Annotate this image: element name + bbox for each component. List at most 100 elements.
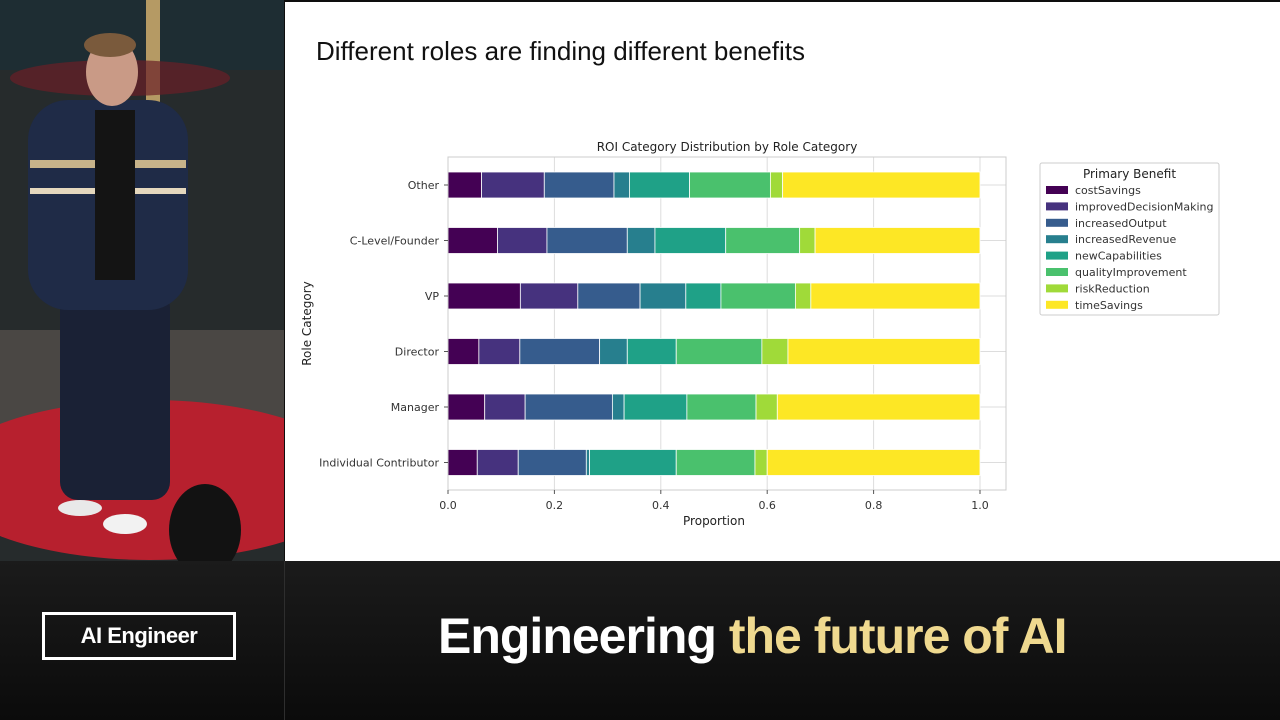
bar-segment-costSavings xyxy=(447,449,478,476)
legend-swatch-qualityImprovement xyxy=(1046,268,1068,276)
tagline: Engineering the future of AI xyxy=(438,607,1067,665)
tagline-part2: the future of AI xyxy=(728,608,1068,664)
bar-segment-increasedRevenue xyxy=(611,393,625,421)
y-axis-label: Role Category xyxy=(300,281,314,366)
bar-segment-improvedDecisionMaking xyxy=(481,171,545,199)
audience-head xyxy=(169,484,241,561)
legend-swatch-newCapabilities xyxy=(1046,251,1068,260)
bar-segment-riskReduction xyxy=(761,338,789,365)
bar-segment-increasedRevenue xyxy=(639,282,687,310)
logo-text: AI Engineer xyxy=(80,623,198,648)
bar-segment-newCapabilities xyxy=(654,227,727,254)
x-tick-label: 0.4 xyxy=(652,499,670,512)
bar-segment-timeSavings xyxy=(814,227,981,254)
slide-title: Different roles are finding different be… xyxy=(316,36,805,66)
bar-segment-riskReduction xyxy=(754,449,768,476)
x-tick-label: 0.8 xyxy=(865,499,883,512)
bar-segment-improvedDecisionMaking xyxy=(478,338,521,365)
bar-segment-costSavings xyxy=(447,338,480,365)
bar-segment-qualityImprovement xyxy=(675,449,756,476)
category-label: Director xyxy=(395,346,440,359)
bar-segment-timeSavings xyxy=(766,449,981,476)
bar-segment-qualityImprovement xyxy=(725,227,801,254)
bar-segment-timeSavings xyxy=(810,282,981,310)
category-label: Manager xyxy=(391,401,440,414)
tagline-part1: Engineering xyxy=(438,608,717,664)
speaker-video xyxy=(0,0,284,561)
bar-segment-timeSavings xyxy=(776,393,981,421)
bar-segment-newCapabilities xyxy=(623,393,688,421)
bar-segment-newCapabilities xyxy=(589,449,677,476)
bar-segment-improvedDecisionMaking xyxy=(476,449,519,476)
bar-segment-increasedOutput xyxy=(546,227,628,254)
legend-swatch-increasedRevenue xyxy=(1046,235,1068,244)
legend-label: qualityImprovement xyxy=(1075,266,1187,279)
x-tick-label: 0.6 xyxy=(758,499,776,512)
legend-label: timeSavings xyxy=(1075,299,1143,312)
bar-segment-increasedRevenue xyxy=(613,171,630,199)
x-tick-label: 1.0 xyxy=(971,499,989,512)
legend-title: Primary Benefit xyxy=(1083,167,1176,181)
window-backdrop xyxy=(0,0,284,70)
bar-segment-timeSavings xyxy=(782,171,981,199)
bar-segment-riskReduction xyxy=(755,393,778,421)
legend-label: costSavings xyxy=(1075,184,1141,197)
legend-swatch-costSavings xyxy=(1046,186,1068,194)
bar-segment-improvedDecisionMaking xyxy=(484,393,526,421)
branding-bar: AI Engineer Engineering the future of AI xyxy=(0,561,1280,720)
legend-box xyxy=(1039,162,1220,316)
bar-segment-riskReduction xyxy=(799,227,816,254)
bar-segment-increasedOutput xyxy=(517,449,587,476)
bar-segment-increasedOutput xyxy=(519,338,601,365)
category-label: C-Level/Founder xyxy=(350,235,440,248)
speaker-legs xyxy=(60,290,170,500)
speaker-video-scene xyxy=(0,0,284,561)
plot-frame xyxy=(447,156,1007,491)
legend-swatch-improvedDecisionMaking xyxy=(1046,202,1068,211)
chart-bars xyxy=(447,171,981,476)
bar-segment-improvedDecisionMaking xyxy=(519,282,579,310)
bar-segment-costSavings xyxy=(447,227,498,254)
bar-segment-costSavings xyxy=(447,393,486,421)
bar-segment-increasedOutput xyxy=(543,171,615,199)
bar-segment-qualityImprovement xyxy=(720,282,796,310)
chart-legend: Primary Benefit costSavings improvedDecisi… xyxy=(1039,162,1220,316)
bar-segment-improvedDecisionMaking xyxy=(497,227,548,254)
speaker-shoe-left xyxy=(58,500,102,516)
bar-segment-riskReduction xyxy=(769,171,784,199)
legend-label: increasedOutput xyxy=(1075,217,1167,230)
chart-gridlines xyxy=(447,157,1006,490)
bar-segment-newCapabilities xyxy=(629,171,690,199)
legend-swatch-timeSavings xyxy=(1046,300,1068,309)
bar-segment-costSavings xyxy=(447,282,521,310)
bar-segment-qualityImprovement xyxy=(689,171,771,199)
branding-divider xyxy=(284,561,285,720)
bar-segment-qualityImprovement xyxy=(675,338,763,365)
stacked-bar-chart: 0.0 0.2 0.4 0.6 0.8 1.0 Other C-Level/Founder VP… xyxy=(300,140,1220,528)
legend-label: newCapabilities xyxy=(1075,250,1162,263)
bar-segment-increasedRevenue xyxy=(585,449,590,476)
bar-segment-increasedRevenue xyxy=(599,338,628,365)
chart-labels: 0.0 0.2 0.4 0.6 0.8 1.0 Other C-Level/Founder VP… xyxy=(300,140,989,528)
speaker-hair xyxy=(84,33,136,57)
chart-title: ROI Category Distribution by Role Catego… xyxy=(597,140,858,154)
bar-segment-increasedOutput xyxy=(577,282,641,310)
bar-segment-increasedOutput xyxy=(524,393,613,421)
category-label: Other xyxy=(408,179,440,192)
x-axis-label: Proportion xyxy=(683,514,745,528)
legend-swatch-riskReduction xyxy=(1046,284,1068,293)
bar-segment-increasedRevenue xyxy=(626,227,656,254)
legend-label: increasedRevenue xyxy=(1075,233,1176,246)
bar-segment-newCapabilities xyxy=(626,338,677,365)
bar-segment-newCapabilities xyxy=(685,282,722,310)
x-tick-label: 0.0 xyxy=(439,499,457,512)
x-tick-label: 0.2 xyxy=(546,499,564,512)
speaker-shoe-right xyxy=(103,514,147,534)
ai-engineer-logo: AI Engineer xyxy=(42,612,236,660)
bar-segment-riskReduction xyxy=(794,282,812,310)
legend-label: riskReduction xyxy=(1075,282,1150,295)
category-label: VP xyxy=(425,290,440,303)
category-label: Individual Contributor xyxy=(319,457,439,470)
speaker-shirt xyxy=(95,110,135,280)
bar-segment-qualityImprovement xyxy=(686,393,757,421)
